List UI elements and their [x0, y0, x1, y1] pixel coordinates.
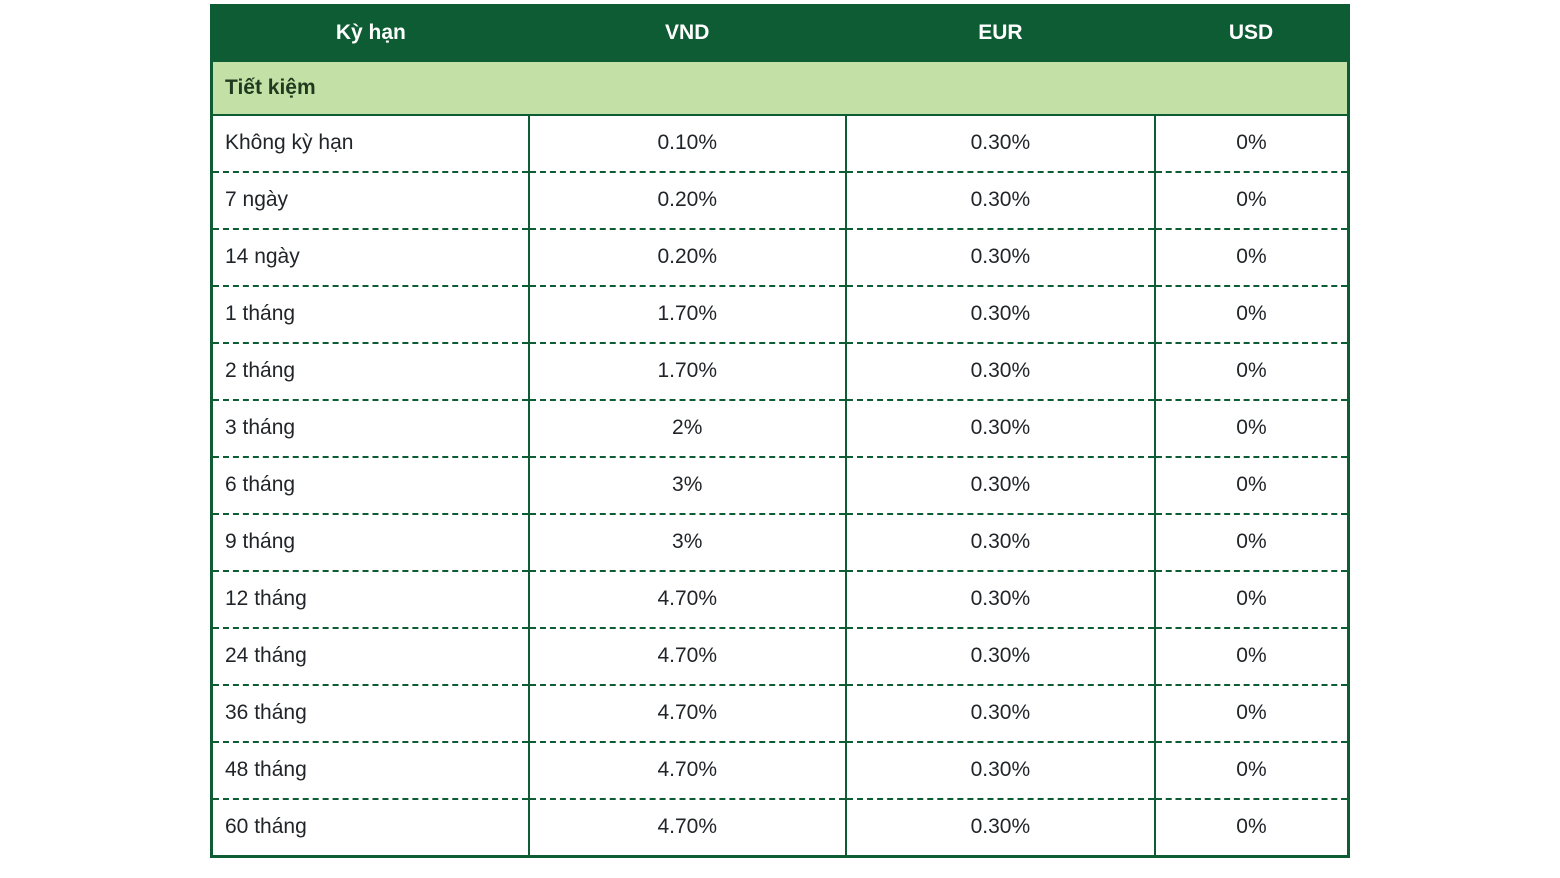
- cell-usd: 0%: [1155, 571, 1349, 628]
- cell-eur: 0.30%: [846, 172, 1155, 229]
- cell-eur: 0.30%: [846, 400, 1155, 457]
- cell-vnd: 4.70%: [529, 628, 846, 685]
- cell-usd: 0%: [1155, 628, 1349, 685]
- table-row: 6 tháng 3% 0.30% 0%: [212, 457, 1349, 514]
- header-eur: EUR: [846, 6, 1155, 62]
- cell-vnd: 4.70%: [529, 571, 846, 628]
- table-row: 12 tháng 4.70% 0.30% 0%: [212, 571, 1349, 628]
- cell-vnd: 0.20%: [529, 172, 846, 229]
- table-row: 9 tháng 3% 0.30% 0%: [212, 514, 1349, 571]
- cell-eur: 0.30%: [846, 457, 1155, 514]
- table-row: 24 tháng 4.70% 0.30% 0%: [212, 628, 1349, 685]
- header-term: Kỳ hạn: [212, 6, 529, 62]
- cell-eur: 0.30%: [846, 115, 1155, 172]
- cell-usd: 0%: [1155, 400, 1349, 457]
- cell-vnd: 3%: [529, 514, 846, 571]
- cell-term: 3 tháng: [212, 400, 529, 457]
- cell-eur: 0.30%: [846, 514, 1155, 571]
- header-usd: USD: [1155, 6, 1349, 62]
- cell-eur: 0.30%: [846, 628, 1155, 685]
- cell-vnd: 0.10%: [529, 115, 846, 172]
- table-row: 60 tháng 4.70% 0.30% 0%: [212, 799, 1349, 857]
- cell-vnd: 4.70%: [529, 685, 846, 742]
- cell-term: 14 ngày: [212, 229, 529, 286]
- section-label: Tiết kiệm: [212, 61, 1349, 115]
- cell-usd: 0%: [1155, 286, 1349, 343]
- cell-eur: 0.30%: [846, 742, 1155, 799]
- cell-vnd: 3%: [529, 457, 846, 514]
- cell-term: 12 tháng: [212, 571, 529, 628]
- cell-usd: 0%: [1155, 115, 1349, 172]
- cell-vnd: 0.20%: [529, 229, 846, 286]
- cell-term: 48 tháng: [212, 742, 529, 799]
- cell-term: 60 tháng: [212, 799, 529, 857]
- cell-usd: 0%: [1155, 685, 1349, 742]
- table-row: 14 ngày 0.20% 0.30% 0%: [212, 229, 1349, 286]
- cell-eur: 0.30%: [846, 799, 1155, 857]
- cell-vnd: 1.70%: [529, 286, 846, 343]
- cell-vnd: 2%: [529, 400, 846, 457]
- cell-vnd: 1.70%: [529, 343, 846, 400]
- cell-usd: 0%: [1155, 514, 1349, 571]
- cell-term: Không kỳ hạn: [212, 115, 529, 172]
- table-row: 7 ngày 0.20% 0.30% 0%: [212, 172, 1349, 229]
- cell-eur: 0.30%: [846, 571, 1155, 628]
- cell-usd: 0%: [1155, 742, 1349, 799]
- cell-term: 9 tháng: [212, 514, 529, 571]
- cell-usd: 0%: [1155, 343, 1349, 400]
- table-row: 48 tháng 4.70% 0.30% 0%: [212, 742, 1349, 799]
- table-row: 3 tháng 2% 0.30% 0%: [212, 400, 1349, 457]
- cell-usd: 0%: [1155, 172, 1349, 229]
- cell-term: 1 tháng: [212, 286, 529, 343]
- interest-rate-table: Kỳ hạn VND EUR USD Tiết kiệm Không kỳ hạ…: [210, 4, 1350, 858]
- cell-eur: 0.30%: [846, 685, 1155, 742]
- table-header-row: Kỳ hạn VND EUR USD: [212, 6, 1349, 62]
- table-row: Không kỳ hạn 0.10% 0.30% 0%: [212, 115, 1349, 172]
- cell-term: 36 tháng: [212, 685, 529, 742]
- table-section-row: Tiết kiệm: [212, 61, 1349, 115]
- table-row: 1 tháng 1.70% 0.30% 0%: [212, 286, 1349, 343]
- cell-term: 6 tháng: [212, 457, 529, 514]
- cell-usd: 0%: [1155, 229, 1349, 286]
- cell-usd: 0%: [1155, 799, 1349, 857]
- cell-term: 2 tháng: [212, 343, 529, 400]
- table-row: 36 tháng 4.70% 0.30% 0%: [212, 685, 1349, 742]
- cell-vnd: 4.70%: [529, 799, 846, 857]
- cell-eur: 0.30%: [846, 286, 1155, 343]
- table-row: 2 tháng 1.70% 0.30% 0%: [212, 343, 1349, 400]
- cell-eur: 0.30%: [846, 343, 1155, 400]
- cell-vnd: 4.70%: [529, 742, 846, 799]
- cell-term: 24 tháng: [212, 628, 529, 685]
- cell-usd: 0%: [1155, 457, 1349, 514]
- header-vnd: VND: [529, 6, 846, 62]
- cell-term: 7 ngày: [212, 172, 529, 229]
- cell-eur: 0.30%: [846, 229, 1155, 286]
